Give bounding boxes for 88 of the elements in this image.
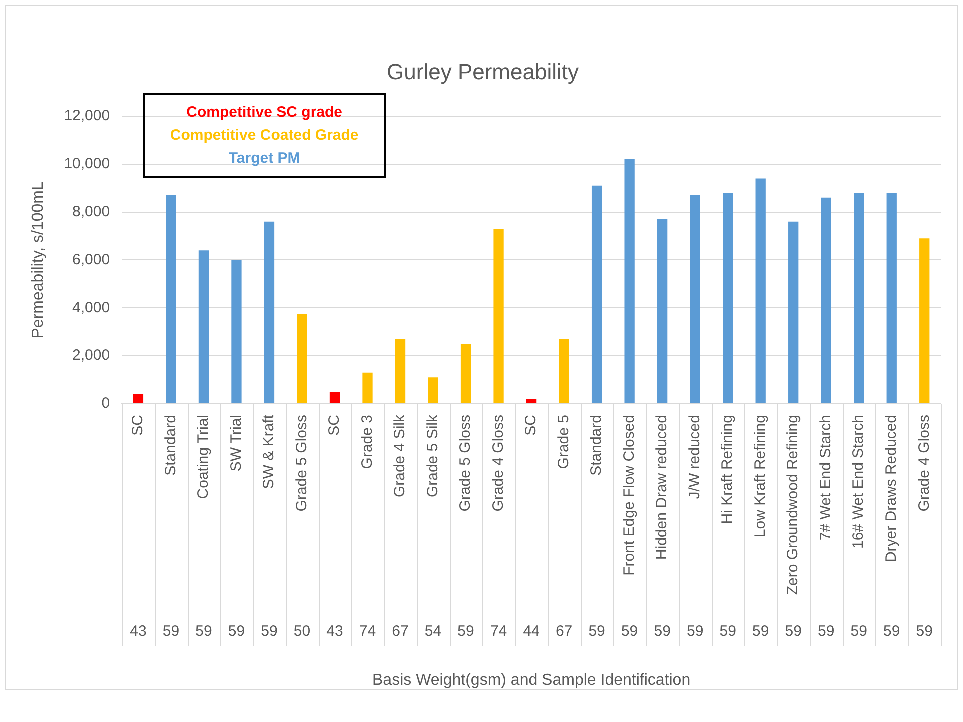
x-tick-label: Zero Groundwood Refining: [784, 415, 802, 596]
bar: [657, 219, 668, 404]
text: 59: [818, 623, 835, 640]
bar: [920, 238, 930, 404]
bar: [297, 314, 308, 404]
x-tick-label: Grade 5: [555, 415, 572, 470]
text: Competitive Coated Grade: [169, 126, 360, 146]
text: 59: [458, 623, 474, 640]
bar: [166, 195, 176, 404]
bar: [559, 339, 570, 404]
text: 59: [785, 623, 802, 640]
x-axis-title: Basis Weight(gsm) and Sample Identification: [372, 672, 691, 689]
bar: [362, 372, 373, 404]
x-tick-label: Grade 3: [358, 415, 376, 470]
text: 59: [752, 623, 770, 640]
text: 59: [916, 623, 933, 640]
bar: [690, 195, 700, 404]
x-tick-label: Low Kraft Refining: [752, 415, 769, 538]
x-tick-label: Grade 4 Gloss: [490, 415, 507, 512]
x-tick-label: SC: [522, 414, 540, 436]
x-tick-label: Grade 5 Silk: [424, 414, 442, 498]
bar: [592, 186, 602, 404]
x-tick-label: Standard: [588, 415, 606, 476]
x-tick-label: Hidden Draw reduced: [654, 415, 671, 560]
text: 59: [654, 623, 671, 640]
bar: [723, 193, 734, 404]
y-axis-title: Permeability, s/100mL: [30, 182, 48, 339]
bar: [494, 229, 504, 404]
x-tick-label: Standard: [162, 415, 180, 476]
text: 43: [130, 623, 147, 640]
text: 67: [556, 623, 573, 640]
text: 59: [196, 623, 212, 640]
x-tick-label: Grade 5 Gloss: [293, 415, 310, 512]
text: 59: [884, 623, 900, 640]
x-tick-label: SW & Kraft: [260, 414, 278, 490]
x-tick-label: SC: [326, 414, 344, 436]
bar: [624, 160, 635, 404]
y-tick-label: 8,000: [72, 203, 110, 220]
bar: [232, 260, 242, 404]
chart-title: Gurley Permeability: [387, 59, 579, 84]
x-tick-label: Hi Kraft Refining: [719, 415, 736, 524]
bar: [788, 222, 799, 404]
bar: [460, 344, 472, 404]
y-tick-label: 12,000: [64, 108, 110, 125]
bar: [264, 222, 275, 404]
text: 74: [490, 623, 508, 640]
x-tick-label: Grade 5 Gloss: [457, 415, 474, 512]
y-tick-label: 0: [102, 395, 110, 412]
text: Competitive SC grade: [186, 103, 344, 124]
text: 59: [162, 623, 180, 640]
text: 50: [294, 623, 311, 640]
x-tick-label: 16# Wet End Starch: [850, 415, 868, 549]
text: 43: [326, 623, 344, 640]
text: 59: [228, 623, 246, 640]
bar: [330, 392, 340, 404]
bar: [756, 178, 766, 404]
x-tick-label: SC: [130, 414, 147, 436]
y-tick-label: 10,000: [64, 155, 110, 172]
x-tick-label: Front Edge Flow Closed: [620, 415, 638, 576]
y-tick-label: 2,000: [72, 347, 110, 364]
bar: [886, 193, 897, 404]
bar: [198, 250, 210, 404]
text: 59: [720, 623, 736, 640]
bar: [428, 378, 438, 404]
text: 59: [686, 623, 704, 640]
text: 59: [850, 623, 868, 640]
text: 67: [392, 623, 409, 640]
bar: [821, 198, 832, 404]
bar: [854, 193, 864, 404]
y-tick-label: 6,000: [72, 251, 110, 268]
text: 44: [523, 623, 540, 640]
bar: [526, 399, 537, 404]
text: 59: [261, 623, 278, 640]
x-tick-label: Grade 4 Gloss: [916, 415, 933, 512]
y-tick-label: 4,000: [72, 299, 110, 316]
bar: [133, 394, 144, 404]
x-tick-label: SW Trial: [228, 415, 245, 472]
x-tick-label: J/W reduced: [686, 415, 704, 500]
text: Target PM: [228, 149, 302, 170]
text: 59: [621, 623, 638, 640]
x-tick-label: 7# Wet End Starch: [817, 415, 834, 541]
text: 74: [359, 623, 376, 640]
text: 54: [424, 623, 442, 640]
bar: [395, 339, 406, 404]
x-tick-label: Coating Trial: [195, 415, 212, 500]
x-tick-label: Grade 4 Silk: [392, 414, 409, 498]
text: 59: [588, 623, 606, 640]
x-tick-label: Dryer Draws Reduced: [883, 415, 900, 563]
